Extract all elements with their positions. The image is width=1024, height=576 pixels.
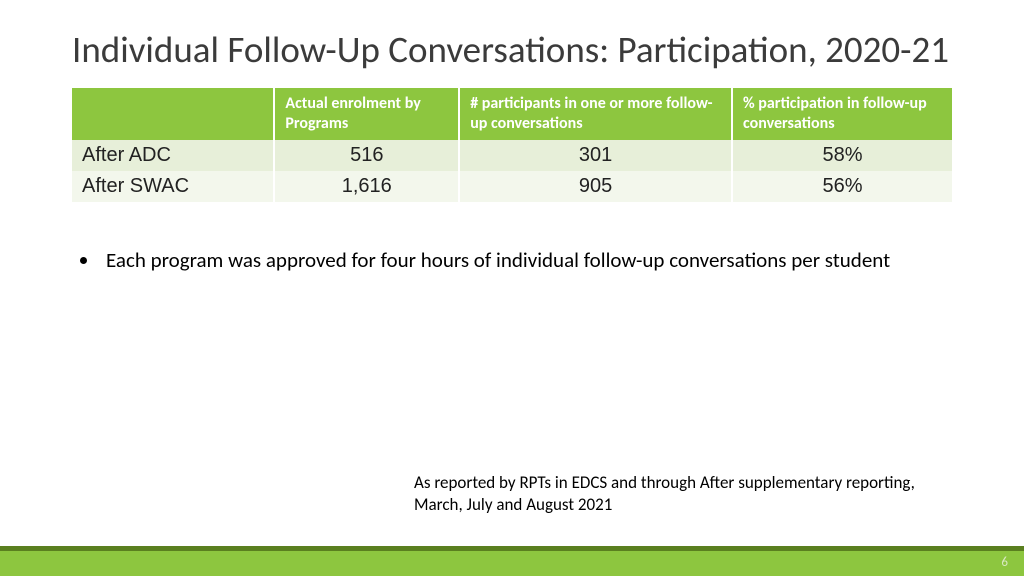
participation-table: Actual enrolment by Programs # participa… (72, 88, 952, 202)
col-header-enrolment: Actual enrolment by Programs (274, 88, 459, 140)
row-pct: 58% (732, 140, 952, 171)
row-enrolment: 1,616 (274, 171, 459, 202)
row-participants: 905 (459, 171, 732, 202)
row-label: After ADC (72, 140, 274, 171)
footer-bar: 6 (0, 546, 1024, 576)
col-header-participants: # participants in one or more follow-up … (459, 88, 732, 140)
bullet-list: Each program was approved for four hours… (72, 246, 952, 274)
bullet-item: Each program was approved for four hours… (100, 246, 952, 274)
row-pct: 56% (732, 171, 952, 202)
table-row: After SWAC 1,616 905 56% (72, 171, 952, 202)
slide: Individual Follow-Up Conversations: Part… (0, 0, 1024, 576)
row-participants: 301 (459, 140, 732, 171)
col-header-blank (72, 88, 274, 140)
table-row: After ADC 516 301 58% (72, 140, 952, 171)
row-enrolment: 516 (274, 140, 459, 171)
page-number: 6 (1001, 555, 1008, 570)
footnote-text: As reported by RPTs in EDCS and through … (414, 472, 954, 516)
table-header-row: Actual enrolment by Programs # participa… (72, 88, 952, 140)
footer-stripe (0, 546, 1024, 551)
slide-title: Individual Follow-Up Conversations: Part… (72, 28, 952, 72)
col-header-pct: % participation in follow-up conversatio… (732, 88, 952, 140)
row-label: After SWAC (72, 171, 274, 202)
